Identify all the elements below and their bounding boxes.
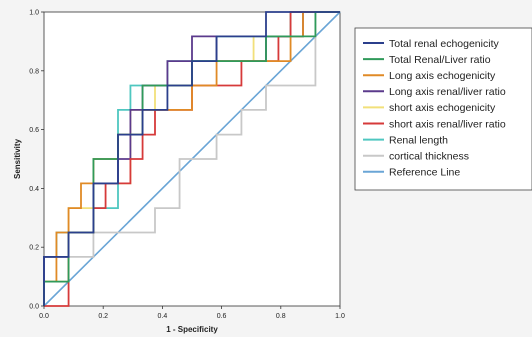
legend: Total renal echogenicity Total Renal/Live…: [354, 27, 532, 191]
legend-label: Total renal echogenicity: [389, 38, 499, 50]
y-tick-label: 0.6: [29, 127, 39, 134]
y-tick-label: 0.0: [29, 304, 39, 311]
legend-box: [354, 27, 532, 191]
y-tick-label: 0.4: [29, 186, 39, 193]
y-tick-label: 0.2: [29, 245, 39, 252]
x-tick-label: 0.0: [39, 313, 49, 320]
legend-label: Reference Line: [389, 167, 460, 179]
x-tick-label: 1.0: [335, 313, 345, 320]
x-tick-label: 0.6: [217, 313, 227, 320]
y-tick-label: 1.0: [29, 10, 39, 17]
x-tick-label: 0.2: [98, 313, 108, 320]
legend-label: Long axis renal/liver ratio: [389, 86, 506, 98]
legend-label: short axis renal/liver ratio: [389, 118, 506, 130]
legend-label: Total Renal/Liver ratio: [389, 54, 491, 66]
x-tick-label: 0.8: [276, 313, 286, 320]
series-line-total-renal-echogenicity: [43, 11, 340, 306]
legend-label: Renal length: [389, 134, 448, 146]
y-axis-title: Sensitivity: [13, 138, 22, 179]
x-axis-title: 1 - Specificity: [166, 325, 218, 334]
series-layer: [43, 11, 341, 307]
y-tick-label: 0.8: [29, 68, 39, 75]
x-tick-label: 0.4: [158, 313, 168, 320]
axes-layer: 0.0 0.2 0.4 0.6 0.8 1.0 0.0 0.2 0.4 0.6 0.8 1.0: [29, 10, 345, 321]
legend-label: cortical thickness: [389, 151, 469, 163]
legend-label: Long axis echogenicity: [389, 70, 496, 82]
legend-label: short axis echogenicity: [389, 102, 496, 114]
